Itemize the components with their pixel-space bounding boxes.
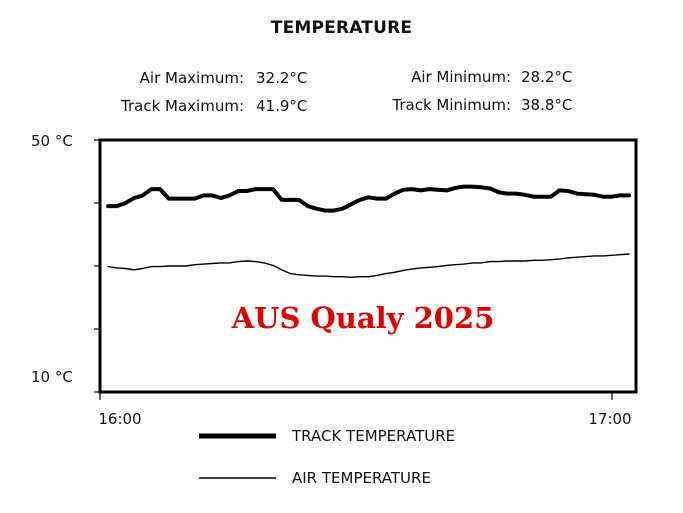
track-maximum-value: 41.9°C (256, 97, 308, 115)
series-line-air (107, 253, 630, 278)
watermark-text: AUS Qualy 2025 (231, 301, 495, 335)
y-tick-label-top: 50 °C (31, 132, 73, 150)
chart-legend: TRACK TEMPERATURE AIR TEMPERATURE (199, 427, 455, 487)
series-line-track (106, 184, 631, 213)
track-maximum-label: Track Maximum: (121, 97, 244, 115)
legend-label-track: TRACK TEMPERATURE (291, 427, 455, 445)
chart-title: TEMPERATURE (270, 18, 413, 38)
air-maximum-value: 32.2°C (256, 69, 308, 87)
track-minimum-label: Track Minimum: (392, 96, 511, 114)
chart-series (106, 184, 631, 278)
legend-label-air: AIR TEMPERATURE (292, 469, 431, 487)
chart-ticks: 50 °C 10 °C 16:00 17:00 (31, 132, 632, 428)
track-minimum-value: 38.8°C (521, 96, 573, 114)
air-minimum-value: 28.2°C (521, 68, 573, 86)
x-tick-label-1: 17:00 (588, 410, 631, 428)
x-tick-label-0: 16:00 (98, 410, 141, 428)
air-minimum-label: Air Minimum: (411, 68, 511, 86)
air-maximum-label: Air Maximum: (139, 69, 244, 87)
y-tick-label-bottom: 10 °C (31, 368, 73, 386)
